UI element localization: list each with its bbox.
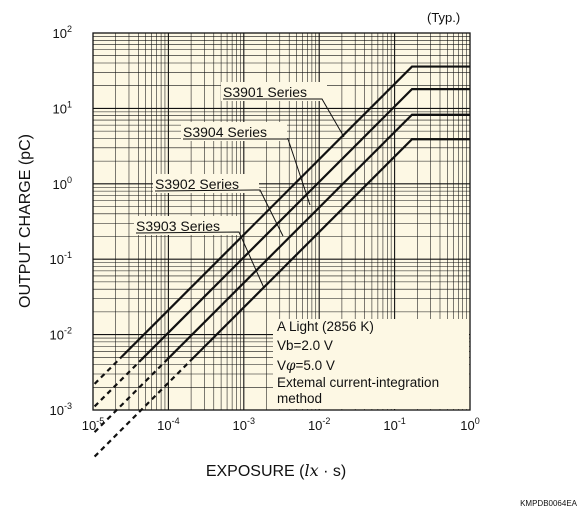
tick-labels: 10-5 10-4 10-3 10-2 10-1 100 10-3 10-2 10-1 100 10… (50, 24, 480, 433)
annotation-vb: Vb=2.0 V (277, 338, 333, 353)
series-3-line (166, 113, 470, 361)
series-2-leader-line (183, 138, 311, 206)
annotation-vphi-pre: V (277, 358, 286, 373)
series-3-leader-line (154, 189, 284, 237)
series-2-line (140, 88, 470, 361)
x-tick-label: 10-3 (233, 416, 255, 433)
x-axis-title-pre: EXPOSURE ( (206, 463, 305, 480)
annotation-light: A Light (2856 K) (277, 319, 374, 334)
series-4-label: S3903 Series (136, 218, 220, 234)
y-tick-label: 10-3 (50, 401, 72, 418)
series-1-leader-line (223, 98, 345, 138)
y-tick-label: 10-2 (50, 326, 72, 343)
series-4-leader-line (135, 231, 265, 289)
annotation-method-2: method (277, 391, 322, 406)
annotation-box (273, 319, 469, 409)
annotation-vphi: Vφ=5.0 V (277, 358, 335, 374)
x-tick-label: 10-1 (383, 416, 405, 433)
series-4-dashed-line (93, 360, 191, 458)
annotation-vphi-sym: φ (286, 358, 296, 374)
series-3-dashed-line (93, 358, 168, 433)
x-tick-label: 10-5 (82, 416, 104, 433)
series-3-label-box (153, 174, 259, 193)
y-tick-label: 100 (53, 175, 72, 192)
series-2-label-box (181, 122, 287, 141)
series-2-label: S3904 Series (183, 124, 267, 140)
series-3-label: S3902 Series (155, 176, 239, 192)
y-tick-label: 102 (53, 24, 72, 41)
x-tick-label: 100 (460, 416, 479, 433)
series-1-dashed-line (93, 356, 122, 385)
x-tick-label: 10-4 (157, 416, 179, 433)
annotation-method-1: Extemal current-integration (277, 375, 439, 390)
typ-label: (Typ.) (427, 10, 460, 25)
x-tick-label: 10-2 (308, 416, 330, 433)
x-axis-title: EXPOSURE (lx · s) (206, 461, 346, 480)
annotation-vphi-post: =5.0 V (295, 358, 334, 373)
x-axis-title-var: lx (305, 461, 319, 480)
y-tick-label: 10-1 (50, 250, 72, 267)
series-4-label-box (134, 216, 240, 235)
document-code: KMPDB0064EA (520, 499, 578, 508)
y-tick-label: 101 (53, 99, 72, 116)
plot-frame (92, 32, 471, 411)
series-labels: S3901 Series S3904 Series S3902 Series S390… (134, 82, 345, 289)
series-2-dashed-line (93, 358, 143, 408)
series-1-line (120, 65, 470, 359)
y-axis-title: OUTPUT CHARGE (pC) (17, 134, 34, 308)
series-1-label: S3901 Series (223, 84, 307, 100)
x-axis-title-post: · s) (319, 463, 347, 480)
series-1-label-box (221, 82, 327, 101)
